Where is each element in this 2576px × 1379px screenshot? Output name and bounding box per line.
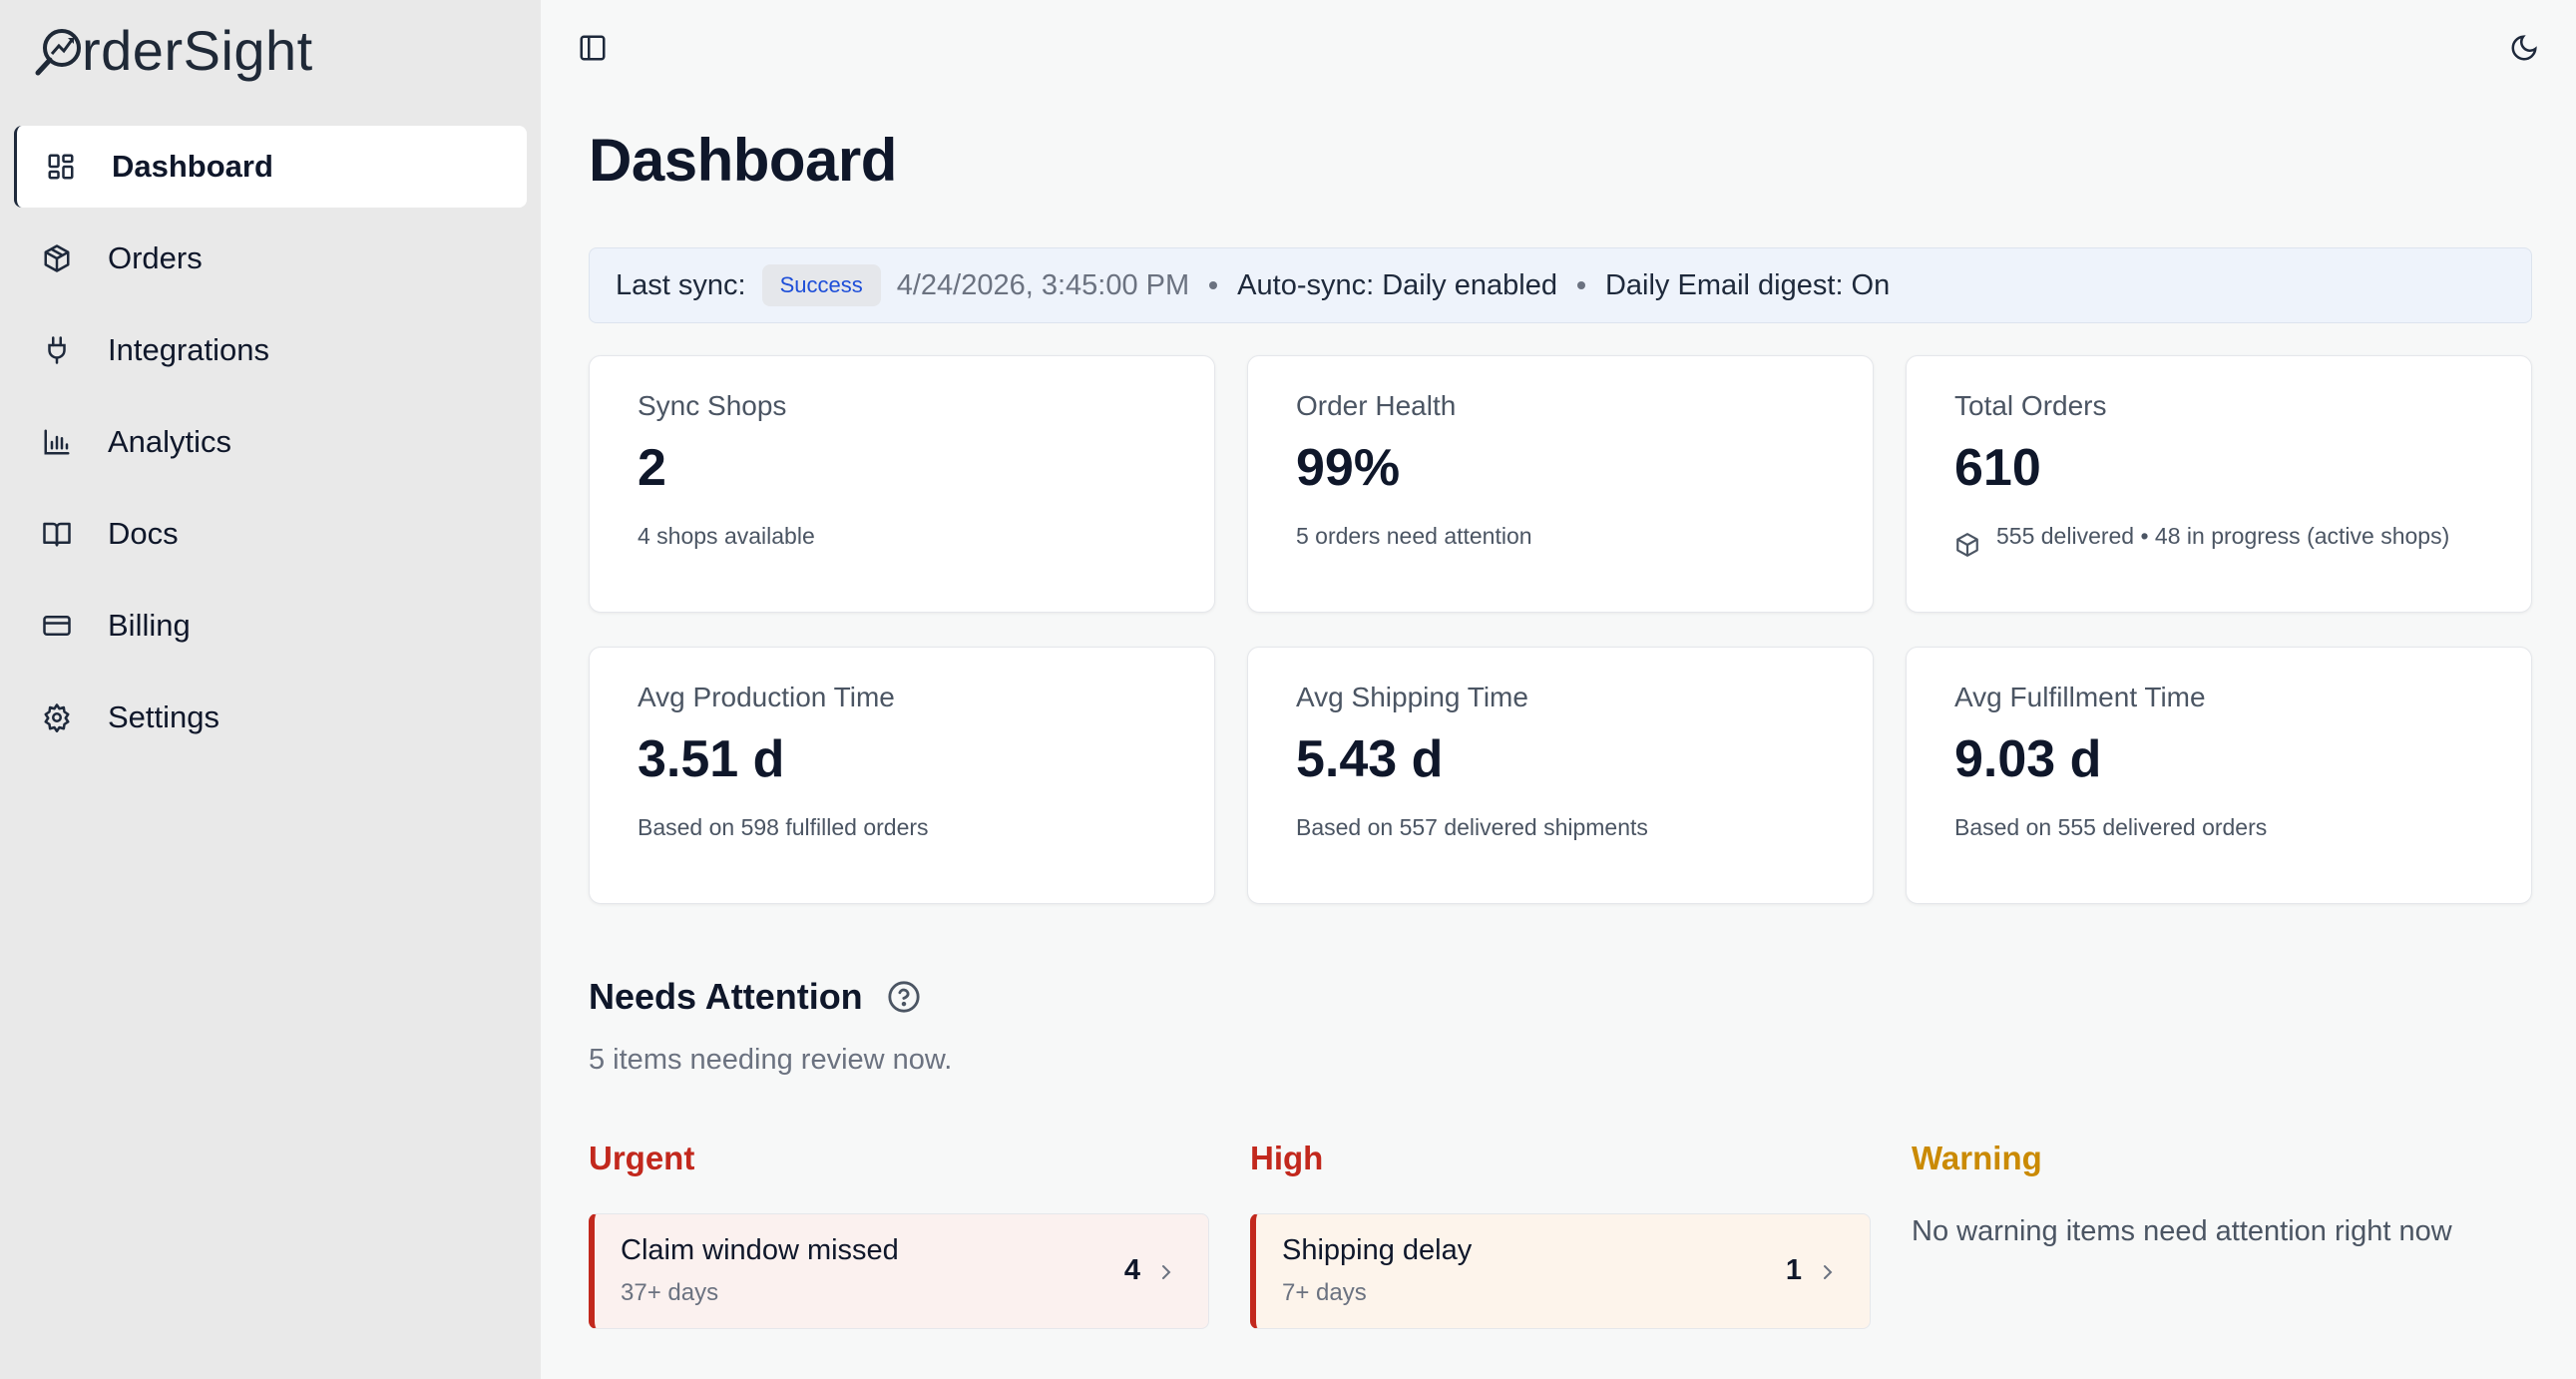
status-badge: Success <box>761 264 881 306</box>
stat-label: Avg Production Time <box>638 682 895 712</box>
stat-label: Order Health <box>1296 390 1457 421</box>
attention-item-title: Shipping delay <box>1282 1234 1473 1266</box>
warning-empty-state: No warning items need attention right no… <box>1912 1215 2452 1247</box>
sidebar-item-analytics[interactable]: Analytics <box>14 401 527 483</box>
sidebar-item-billing[interactable]: Billing <box>14 585 527 667</box>
stat-value: 5.43 d <box>1296 730 1444 788</box>
stat-value: 2 <box>638 439 666 497</box>
stat-card-avg-fulfillment: Avg Fulfillment Time 9.03 d Based on 555… <box>1906 647 2532 904</box>
sidebar-item-label: Integrations <box>108 332 269 367</box>
logo-text: rderSight <box>82 18 313 82</box>
stat-sub: Based on 557 delivered shipments <box>1296 814 1648 840</box>
theme-toggle-button[interactable] <box>2504 28 2544 68</box>
stat-label: Avg Shipping Time <box>1296 682 1528 712</box>
credit-card-icon <box>40 609 74 643</box>
attention-item-days: 37+ days <box>621 1279 719 1306</box>
bar-chart-icon <box>40 425 74 459</box>
sidebar-item-orders[interactable]: Orders <box>14 218 527 299</box>
sidebar-item-integrations[interactable]: Integrations <box>14 309 527 391</box>
stat-sub: 5 orders need attention <box>1296 523 1532 549</box>
stat-value: 99% <box>1296 439 1401 497</box>
stat-card-total-orders: Total Orders 610 555 delivered • 48 in p… <box>1906 355 2532 613</box>
stat-card-avg-production: Avg Production Time 3.51 d Based on 598 … <box>589 647 1215 904</box>
column-heading-high: High <box>1250 1140 1324 1176</box>
sidebar-item-label: Settings <box>108 699 220 734</box>
column-heading-urgent: Urgent <box>589 1140 695 1176</box>
chevron-right-icon <box>1824 1265 1833 1279</box>
stat-sub: 4 shops available <box>638 523 815 549</box>
gear-icon <box>40 700 74 734</box>
sync-label: Last sync: <box>616 268 746 301</box>
stat-sub: Based on 555 delivered orders <box>1954 814 2268 840</box>
app-logo[interactable]: rderSight <box>34 18 313 82</box>
chevron-right-icon <box>1162 1265 1171 1279</box>
separator-dot <box>1576 281 1585 289</box>
sidebar-item-label: Analytics <box>108 424 232 459</box>
stat-card-sync-shops: Sync Shops 2 4 shops available <box>589 355 1215 613</box>
attention-item-urgent[interactable]: Claim window missed 37+ days 4 <box>589 1213 1209 1329</box>
stat-label: Avg Fulfillment Time <box>1954 682 2206 712</box>
moon-icon <box>2511 35 2537 61</box>
panel-left-icon <box>580 35 606 61</box>
separator-dot <box>1209 281 1218 289</box>
column-heading-warning: Warning <box>1912 1140 2042 1176</box>
sidebar-item-label: Docs <box>108 516 179 551</box>
sidebar-item-settings[interactable]: Settings <box>14 677 527 758</box>
package-icon <box>40 241 74 275</box>
sidebar: rderSight Dashboard Orders <box>0 0 541 1379</box>
stat-sub: Based on 598 fulfilled orders <box>638 814 929 840</box>
sidebar-item-label: Billing <box>108 608 191 643</box>
attention-item-count: 4 <box>1123 1254 1140 1286</box>
stat-label: Total Orders <box>1954 390 2107 421</box>
toggle-sidebar-button[interactable] <box>573 28 613 68</box>
section-title-needs-attention: Needs Attention <box>589 976 921 1018</box>
help-circle-icon[interactable] <box>887 980 921 1014</box>
sidebar-item-label: Dashboard <box>112 149 273 184</box>
attention-item-days: 7+ days <box>1282 1279 1367 1306</box>
book-open-icon <box>40 517 74 551</box>
attention-item-count: 1 <box>1785 1254 1802 1286</box>
stat-value: 610 <box>1954 439 2041 497</box>
section-title-text: Needs Attention <box>589 976 863 1017</box>
sidebar-item-dashboard[interactable]: Dashboard <box>14 126 527 208</box>
layout-dashboard-icon <box>44 150 78 184</box>
digest-status: Daily Email digest: On <box>1604 268 1891 301</box>
package-icon <box>1956 533 1978 557</box>
auto-sync-status: Auto-sync: Daily enabled <box>1237 268 1557 301</box>
section-subtitle: 5 items needing review now. <box>589 1044 953 1076</box>
stat-label: Sync Shops <box>638 390 787 421</box>
plug-icon <box>40 333 74 367</box>
attention-item-title: Claim window missed <box>621 1234 899 1266</box>
stat-sub: 555 delivered • 48 in progress (active s… <box>1996 523 2450 549</box>
sidebar-item-label: Orders <box>108 240 203 275</box>
stat-card-avg-shipping: Avg Shipping Time 5.43 d Based on 557 de… <box>1247 647 1874 904</box>
stat-value: 3.51 d <box>638 730 785 788</box>
sidebar-item-docs[interactable]: Docs <box>14 493 527 575</box>
stat-card-order-health: Order Health 99% 5 orders need attention <box>1247 355 1874 613</box>
sidebar-nav: Dashboard Orders Integrations <box>14 126 527 768</box>
attention-item-high[interactable]: Shipping delay 7+ days 1 <box>1250 1213 1871 1329</box>
sync-status-bar: Last sync: Success 4/24/2026, 3:45:00 PM… <box>589 247 2532 323</box>
page-title: Dashboard <box>589 127 897 194</box>
sync-timestamp: 4/24/2026, 3:45:00 PM <box>896 268 1190 301</box>
stat-value: 9.03 d <box>1954 730 2102 788</box>
logo-magnifier-icon <box>35 29 81 76</box>
